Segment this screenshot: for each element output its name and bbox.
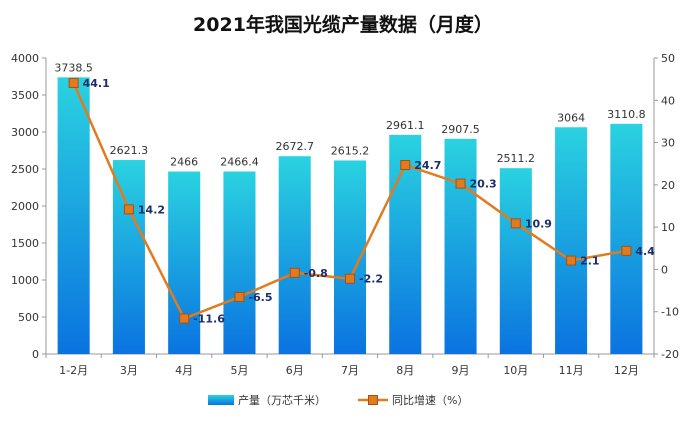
chart-title: 2021年我国光缆产量数据（月度） — [193, 14, 493, 36]
line-point — [455, 178, 466, 189]
labels-layer: 3738.5 2621.3 2466 2466.4 2672.7 2615.2 2961.1… — [54, 61, 655, 325]
y-right-tick-label: 30 — [661, 137, 675, 150]
line-layer — [68, 77, 632, 324]
line-data-label: -0.8 — [304, 267, 328, 280]
line-data-label: -11.6 — [193, 312, 225, 325]
bar — [499, 168, 532, 354]
x-tick-label: 9月 — [452, 364, 470, 377]
legend-label-line: 同比增速（%） — [392, 393, 468, 407]
line-data-label: 14.2 — [138, 203, 165, 216]
line-point — [234, 291, 245, 302]
axes-layer: 0 500 1000 1500 2000 2500 3000 3500 4000 -20 -10 0 1… — [11, 52, 679, 377]
line-data-label: 24.7 — [414, 159, 441, 172]
x-tick-label: 5月 — [230, 364, 248, 377]
bar-data-label: 3064 — [557, 111, 585, 124]
line-point — [68, 77, 79, 88]
legend-swatch-bar — [208, 395, 234, 405]
line-data-label: 20.3 — [470, 178, 497, 191]
y-right-tick-label: -20 — [661, 348, 679, 361]
bar-data-label: 2615.2 — [331, 144, 370, 157]
y-right-tick-label: 0 — [661, 263, 668, 276]
bar-data-label: 3738.5 — [54, 61, 93, 74]
line-data-label: -2.2 — [359, 273, 383, 286]
line-data-label: 4.4 — [635, 245, 655, 258]
x-tick-label: 7月 — [341, 364, 359, 377]
x-tick-label: 12月 — [614, 364, 639, 377]
bar — [610, 123, 643, 354]
x-tick-label: 6月 — [286, 364, 304, 377]
bar — [278, 156, 311, 354]
bar-data-label: 2621.3 — [110, 144, 149, 157]
bar-data-label: 2511.2 — [497, 152, 536, 165]
line-point — [510, 218, 521, 229]
legend-label-bar: 产量（万芯千米） — [238, 393, 326, 407]
y-left-tick-label: 2000 — [11, 200, 39, 213]
x-tick-label: 1-2月 — [59, 364, 88, 377]
line-point — [289, 267, 300, 278]
bar — [168, 171, 201, 354]
bar — [389, 134, 422, 354]
y-left-tick-label: 2500 — [11, 163, 39, 176]
line-data-label: 10.9 — [525, 217, 552, 230]
y-right-tick-label: 20 — [661, 179, 675, 192]
line-point — [621, 245, 632, 256]
y-left-tick-label: 0 — [32, 348, 39, 361]
bar-data-label: 2672.7 — [275, 140, 314, 153]
y-left-tick-label: 4000 — [11, 52, 39, 65]
line-point — [566, 255, 577, 266]
x-tick-label: 4月 — [175, 364, 193, 377]
y-left-tick-label: 500 — [18, 311, 39, 324]
bar-data-label: 3110.8 — [607, 108, 646, 121]
bar-data-label: 2907.5 — [441, 123, 480, 136]
line-point — [123, 204, 134, 215]
line-point — [400, 159, 411, 170]
y-right-tick-label: 50 — [661, 52, 675, 65]
line-point — [345, 273, 355, 284]
bar-data-label: 2961.1 — [386, 119, 425, 132]
line-data-label: -6.5 — [248, 291, 272, 304]
y-right-tick-label: 40 — [661, 94, 675, 107]
line-data-label: 44.1 — [83, 77, 110, 90]
bar-data-label: 2466.4 — [220, 155, 259, 168]
y-left-tick-label: 3500 — [11, 89, 39, 102]
line-data-label: 2.1 — [580, 255, 600, 268]
legend: 产量（万芯千米） 同比增速（%） — [208, 393, 468, 407]
bar — [223, 171, 256, 354]
y-left-tick-label: 1000 — [11, 274, 39, 287]
bar — [112, 160, 145, 354]
bar — [57, 77, 90, 354]
bar-data-label: 2466 — [170, 156, 198, 169]
x-tick-label: 8月 — [396, 364, 414, 377]
line-point — [179, 313, 190, 324]
y-right-tick-label: -10 — [661, 306, 679, 319]
bar — [444, 138, 477, 354]
x-tick-label: 3月 — [120, 364, 138, 377]
y-left-tick-label: 3000 — [11, 126, 39, 139]
bars-layer — [57, 77, 643, 354]
x-tick-label: 11月 — [559, 364, 584, 377]
legend-marker-line — [368, 395, 378, 405]
y-right-tick-label: 10 — [661, 221, 675, 234]
bar — [555, 127, 588, 354]
x-tick-label: 10月 — [503, 364, 528, 377]
y-left-tick-label: 1500 — [11, 237, 39, 250]
